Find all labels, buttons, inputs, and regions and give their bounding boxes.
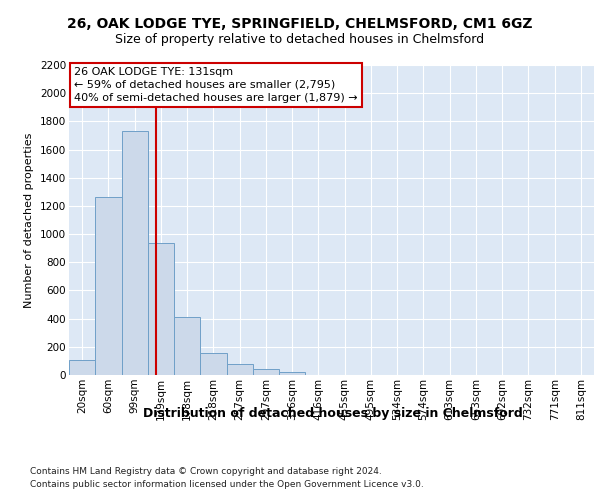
Bar <box>174 317 200 375</box>
Text: 26 OAK LODGE TYE: 131sqm
← 59% of detached houses are smaller (2,795)
40% of sem: 26 OAK LODGE TYE: 131sqm ← 59% of detach… <box>74 66 358 103</box>
Bar <box>279 372 305 375</box>
Bar <box>200 353 227 375</box>
Text: Contains HM Land Registry data © Crown copyright and database right 2024.
Contai: Contains HM Land Registry data © Crown c… <box>30 468 424 489</box>
Text: Size of property relative to detached houses in Chelmsford: Size of property relative to detached ho… <box>115 32 485 46</box>
Bar <box>95 198 121 375</box>
Text: Distribution of detached houses by size in Chelmsford: Distribution of detached houses by size … <box>143 408 523 420</box>
Bar <box>253 370 279 375</box>
Y-axis label: Number of detached properties: Number of detached properties <box>25 132 34 308</box>
Bar <box>148 242 174 375</box>
Text: 26, OAK LODGE TYE, SPRINGFIELD, CHELMSFORD, CM1 6GZ: 26, OAK LODGE TYE, SPRINGFIELD, CHELMSFO… <box>67 18 533 32</box>
Bar <box>227 364 253 375</box>
Bar <box>121 131 148 375</box>
Bar <box>69 360 95 375</box>
